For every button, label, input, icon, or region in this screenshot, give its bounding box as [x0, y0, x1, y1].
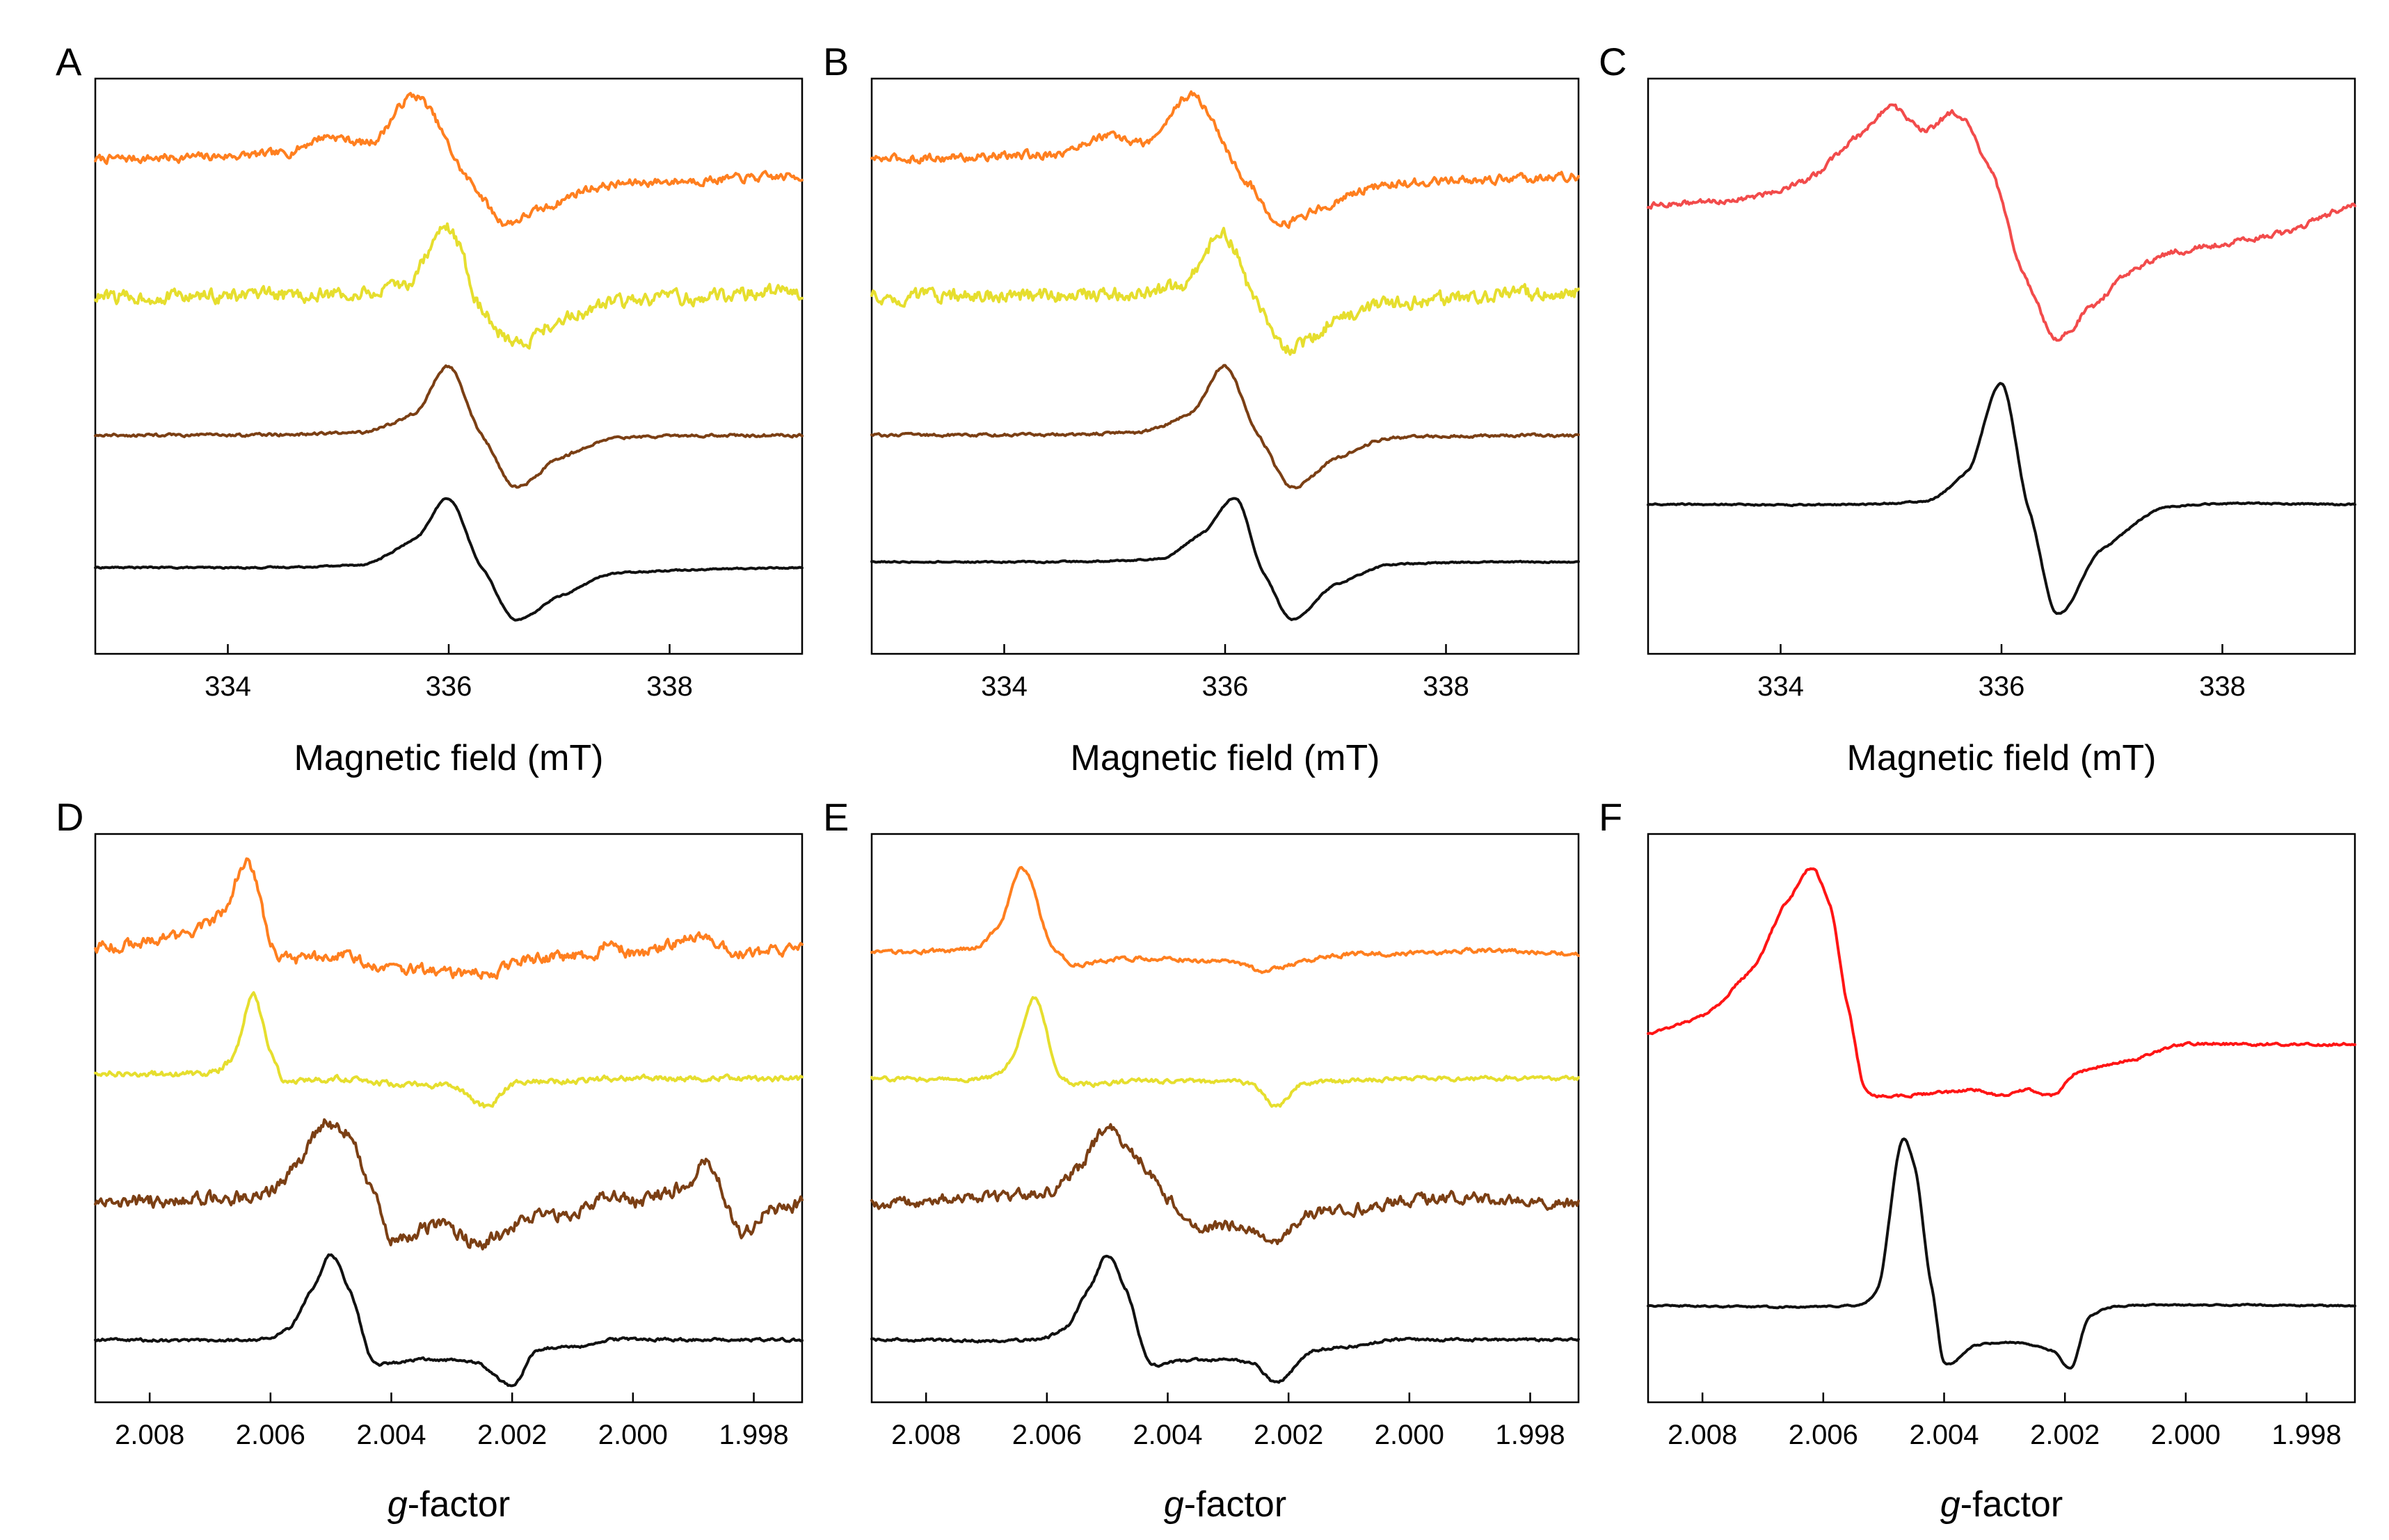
- tick-layer: 2.008 2.006 2.004 2.002 2.000 1.998: [891, 1393, 1565, 1450]
- x-tick-label: 1.998: [719, 1420, 788, 1450]
- x-tick-label: 2.008: [891, 1420, 961, 1450]
- series-orange-trace: [94, 92, 804, 227]
- x-tick-label: 2.000: [598, 1420, 668, 1450]
- series-layer: [94, 857, 804, 1388]
- series-yellow-trace: [870, 996, 1580, 1108]
- x-tick-label: 2.002: [2030, 1420, 2100, 1450]
- x-tick-label: 1.998: [2271, 1420, 2341, 1450]
- panel-b: B 334 336 338 Magnetic field (mT): [823, 40, 1580, 778]
- x-tick-label: 338: [2199, 671, 2246, 702]
- panel-letter: D: [56, 795, 83, 839]
- x-axis-label-rest: -factor: [408, 1484, 510, 1525]
- series-red-trace: [1647, 103, 2356, 342]
- plot-frame: [94, 833, 804, 1404]
- tick-layer: 334 336 338: [205, 644, 693, 702]
- series-brown-trace: [94, 364, 804, 489]
- panel-letter: F: [1599, 795, 1622, 839]
- x-tick-label: 2.006: [1012, 1420, 1082, 1450]
- plot-frame: [870, 833, 1580, 1404]
- tick-layer: 2.008 2.006 2.004 2.002 2.000 1.998: [115, 1393, 789, 1450]
- series-orange-trace: [94, 857, 804, 980]
- series-yellow-trace: [94, 991, 804, 1109]
- x-axis-label-italic: g: [1940, 1484, 1960, 1525]
- panel-d: D 2.008 2.006 2.004 2.002 2.000 1.998 g-facto…: [56, 795, 804, 1525]
- series-orange-trace: [870, 866, 1580, 974]
- series-layer: [870, 866, 1580, 1384]
- series-layer: [94, 92, 804, 622]
- series-black-trace: [870, 1254, 1580, 1384]
- tick-layer: 334 336 338: [981, 644, 1469, 702]
- panel-letter: E: [823, 795, 849, 839]
- x-tick-label: 2.002: [1254, 1420, 1323, 1450]
- x-tick-label: 336: [1979, 671, 2025, 702]
- panel-e: E 2.008 2.006 2.004 2.002 2.000 1.998 g-facto…: [823, 795, 1580, 1525]
- plot-frame: [1647, 833, 2356, 1404]
- series-brown-trace: [94, 1118, 804, 1251]
- x-tick-label: 2.004: [356, 1420, 426, 1450]
- series-black-trace: [1647, 382, 2356, 615]
- tick-layer: 2.008 2.006 2.004 2.002 2.000 1.998: [1668, 1393, 2342, 1450]
- x-tick-label: 2.006: [1789, 1420, 1858, 1450]
- x-tick-label: 336: [1202, 671, 1249, 702]
- series-black-trace: [94, 497, 804, 622]
- x-tick-label: 336: [426, 671, 472, 702]
- plot-frame: [1647, 77, 2356, 655]
- x-tick-label: 2.008: [1668, 1420, 1737, 1450]
- panel-letter: A: [56, 40, 82, 83]
- x-tick-label: 2.004: [1133, 1420, 1202, 1450]
- tick-layer: 334 336 338: [1757, 644, 2246, 702]
- x-tick-label: 334: [205, 671, 251, 702]
- series-layer: [1647, 103, 2356, 615]
- x-axis-label-rest: -factor: [1960, 1484, 2063, 1525]
- x-axis-label-italic: g: [1164, 1484, 1184, 1525]
- series-black-trace: [94, 1253, 804, 1388]
- x-tick-label: 2.004: [1909, 1420, 1979, 1450]
- panel-letter: B: [823, 40, 849, 83]
- x-axis-label: Magnetic field (mT): [294, 738, 604, 778]
- x-tick-label: 2.000: [2151, 1420, 2221, 1450]
- x-axis-label: g-factor: [387, 1484, 510, 1525]
- x-axis-label-rest: -factor: [1184, 1484, 1286, 1525]
- series-orange-trace: [870, 90, 1580, 230]
- panel-c: C 334 336 338 Magnetic field (mT): [1599, 40, 2356, 778]
- x-tick-label: 334: [1757, 671, 1804, 702]
- x-tick-label: 1.998: [1495, 1420, 1565, 1450]
- x-tick-label: 2.002: [477, 1420, 547, 1450]
- x-tick-label: 2.006: [236, 1420, 305, 1450]
- x-axis-label: g-factor: [1164, 1484, 1286, 1525]
- x-axis-label: g-factor: [1940, 1484, 2063, 1525]
- x-tick-label: 338: [1423, 671, 1469, 702]
- x-tick-label: 338: [646, 671, 693, 702]
- panel-f: F 2.008 2.006 2.004 2.002 2.000 1.998 g-facto…: [1599, 795, 2356, 1525]
- x-axis-label-italic: g: [387, 1484, 408, 1525]
- x-tick-label: 2.000: [1375, 1420, 1444, 1450]
- series-brown-trace: [870, 1123, 1580, 1246]
- x-tick-label: 2.008: [115, 1420, 184, 1450]
- series-black-trace: [870, 497, 1580, 621]
- x-axis-label: Magnetic field (mT): [1847, 738, 2157, 778]
- series-brown-trace: [870, 364, 1580, 490]
- series-black-trace: [1647, 1137, 2356, 1370]
- x-axis-label: Magnetic field (mT): [1071, 738, 1380, 778]
- series-layer: [870, 90, 1580, 621]
- series-yellow-trace: [94, 222, 804, 350]
- series-layer: [1647, 867, 2356, 1370]
- panel-a: A 334 336 338 Magnetic field (mT): [56, 40, 804, 778]
- series-yellow-trace: [870, 227, 1580, 356]
- series-red-trace: [1647, 867, 2356, 1099]
- panel-letter: C: [1599, 40, 1627, 83]
- x-tick-label: 334: [981, 671, 1028, 702]
